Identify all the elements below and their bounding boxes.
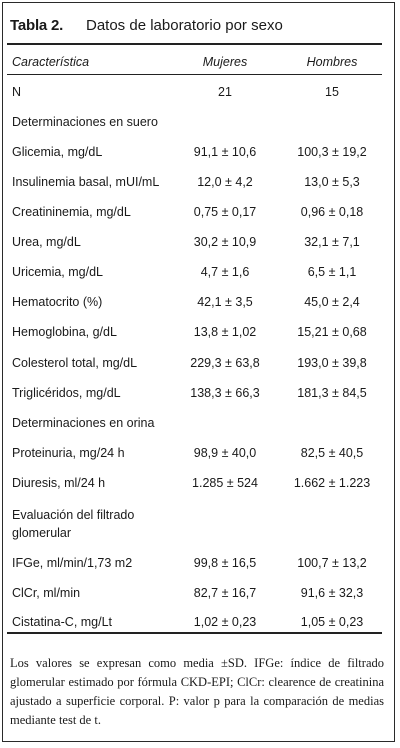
row-label: Hemoglobina, g/dL xyxy=(12,325,117,339)
row-label: Insulinemia basal, mUI/mL xyxy=(12,175,160,189)
row-label: Glicemia, mg/dL xyxy=(12,145,103,159)
men-value: 32,1 ± 7,1 xyxy=(304,235,360,249)
header-characteristic: Característica xyxy=(12,55,90,69)
table-row: IFGe, ml/min/1,73 m2 99,8 ± 16,5 100,7 ± 1… xyxy=(0,556,393,576)
women-value: 1,02 ± 0,23 xyxy=(193,615,257,629)
row-label: Uricemia, mg/dL xyxy=(12,265,103,279)
table-footnote: Los valores se expresan como media ±SD. … xyxy=(10,656,384,727)
table-caption: Datos de laboratorio por sexo xyxy=(86,17,283,34)
table-row: Urea, mg/dL 30,2 ± 10,9 32,1 ± 7,1 xyxy=(0,235,393,255)
men-value: 193,0 ± 39,8 xyxy=(297,356,367,370)
row-label: glomerular xyxy=(12,526,72,540)
men-value: 0,96 ± 0,18 xyxy=(300,205,364,219)
men-value: 91,6 ± 32,3 xyxy=(300,586,364,600)
row-label: Colesterol total, mg/dL xyxy=(12,356,138,370)
row-label: Urea, mg/dL xyxy=(12,235,81,249)
women-value: 98,9 ± 40,0 xyxy=(193,446,257,460)
women-value: 12,0 ± 4,2 xyxy=(197,175,253,189)
table-title: Tabla 2. Datos de laboratorio por sexo xyxy=(5,5,384,45)
table-row: Triglicéridos, mg/dL 138,3 ± 66,3 181,3 ± … xyxy=(0,386,393,406)
women-value: 99,8 ± 16,5 xyxy=(193,556,257,570)
row-label: N xyxy=(12,85,22,99)
men-value: 100,3 ± 19,2 xyxy=(297,145,367,159)
men-value: 1,05 ± 0,23 xyxy=(300,615,364,629)
table-row: Insulinemia basal, mUI/mL 12,0 ± 4,2 13,0 … xyxy=(0,175,393,195)
bottom-rule xyxy=(7,632,382,634)
table-row: Proteinuria, mg/24 h 98,9 ± 40,0 82,5 ± 40… xyxy=(0,446,393,466)
men-value: 13,0 ± 5,3 xyxy=(304,175,360,189)
table-row: Evaluación del filtrado xyxy=(0,508,393,528)
table-row: ClCr, ml/min 82,7 ± 16,7 91,6 ± 32,3 xyxy=(0,586,393,606)
row-label: Proteinuria, mg/24 h xyxy=(12,446,125,460)
table-row: Colesterol total, mg/dL 229,3 ± 63,8 193,0… xyxy=(0,356,393,376)
table-row: Determinaciones en orina xyxy=(0,416,393,436)
women-value: 229,3 ± 63,8 xyxy=(190,356,260,370)
women-value: 138,3 ± 66,3 xyxy=(190,386,260,400)
row-label: Determinaciones en orina xyxy=(12,416,155,430)
header-row: Característica Mujeres Hombres xyxy=(0,55,393,75)
table-row: Uricemia, mg/dL 4,7 ± 1,6 6,5 ± 1,1 xyxy=(0,265,393,285)
table-row: N 21 15 xyxy=(0,85,393,105)
women-value: 82,7 ± 16,7 xyxy=(193,586,257,600)
men-value: 181,3 ± 84,5 xyxy=(297,386,367,400)
women-value: 0,75 ± 0,17 xyxy=(193,205,257,219)
row-label: Hematocrito (%) xyxy=(12,295,103,309)
men-value: 6,5 ± 1,1 xyxy=(307,265,357,279)
table-row: Diuresis, ml/24 h 1.285 ± 524 1.662 ± 1.22… xyxy=(0,476,393,496)
women-value: 21 xyxy=(218,85,232,99)
women-value: 13,8 ± 1,02 xyxy=(193,325,257,339)
women-value: 30,2 ± 10,9 xyxy=(193,235,257,249)
women-value: 4,7 ± 1,6 xyxy=(200,265,250,279)
table-row: Determinaciones en suero xyxy=(0,115,393,135)
header-women: Mujeres xyxy=(202,55,248,69)
row-label: ClCr, ml/min xyxy=(12,586,81,600)
women-value: 42,1 ± 3,5 xyxy=(197,295,253,309)
men-value: 45,0 ± 2,4 xyxy=(304,295,360,309)
table-number: Tabla 2. xyxy=(10,17,64,34)
row-label: Evaluación del filtrado xyxy=(12,508,135,522)
women-value: 1.285 ± 524 xyxy=(192,476,258,490)
women-value: 91,1 ± 10,6 xyxy=(193,145,257,159)
header-men: Hombres xyxy=(306,55,358,69)
men-value: 15,21 ± 0,68 xyxy=(297,325,367,339)
men-value: 15 xyxy=(325,85,339,99)
row-label: Diuresis, ml/24 h xyxy=(12,476,106,490)
top-rule xyxy=(7,43,382,45)
men-value: 1.662 ± 1.223 xyxy=(293,476,371,490)
table-row: Hemoglobina, g/dL 13,8 ± 1,02 15,21 ± 0,68 xyxy=(0,325,393,345)
table-frame xyxy=(2,2,395,742)
row-label: Cistatina-C, mg/Lt xyxy=(12,615,113,629)
table-row: Creatininemia, mg/dL 0,75 ± 0,17 0,96 ± 0,… xyxy=(0,205,393,225)
table-row: Glicemia, mg/dL 91,1 ± 10,6 100,3 ± 19,2 xyxy=(0,145,393,165)
row-label: Determinaciones en suero xyxy=(12,115,158,129)
table-row: Hematocrito (%) 42,1 ± 3,5 45,0 ± 2,4 xyxy=(0,295,393,315)
row-label: Triglicéridos, mg/dL xyxy=(12,386,121,400)
row-label: Creatininemia, mg/dL xyxy=(12,205,131,219)
row-label: IFGe, ml/min/1,73 m2 xyxy=(12,556,133,570)
men-value: 82,5 ± 40,5 xyxy=(300,446,364,460)
table-row: glomerular xyxy=(0,526,393,546)
header-rule xyxy=(7,74,382,75)
men-value: 100,7 ± 13,2 xyxy=(297,556,367,570)
table-row: Cistatina-C, mg/Lt 1,02 ± 0,23 1,05 ± 0,23 xyxy=(0,615,393,635)
